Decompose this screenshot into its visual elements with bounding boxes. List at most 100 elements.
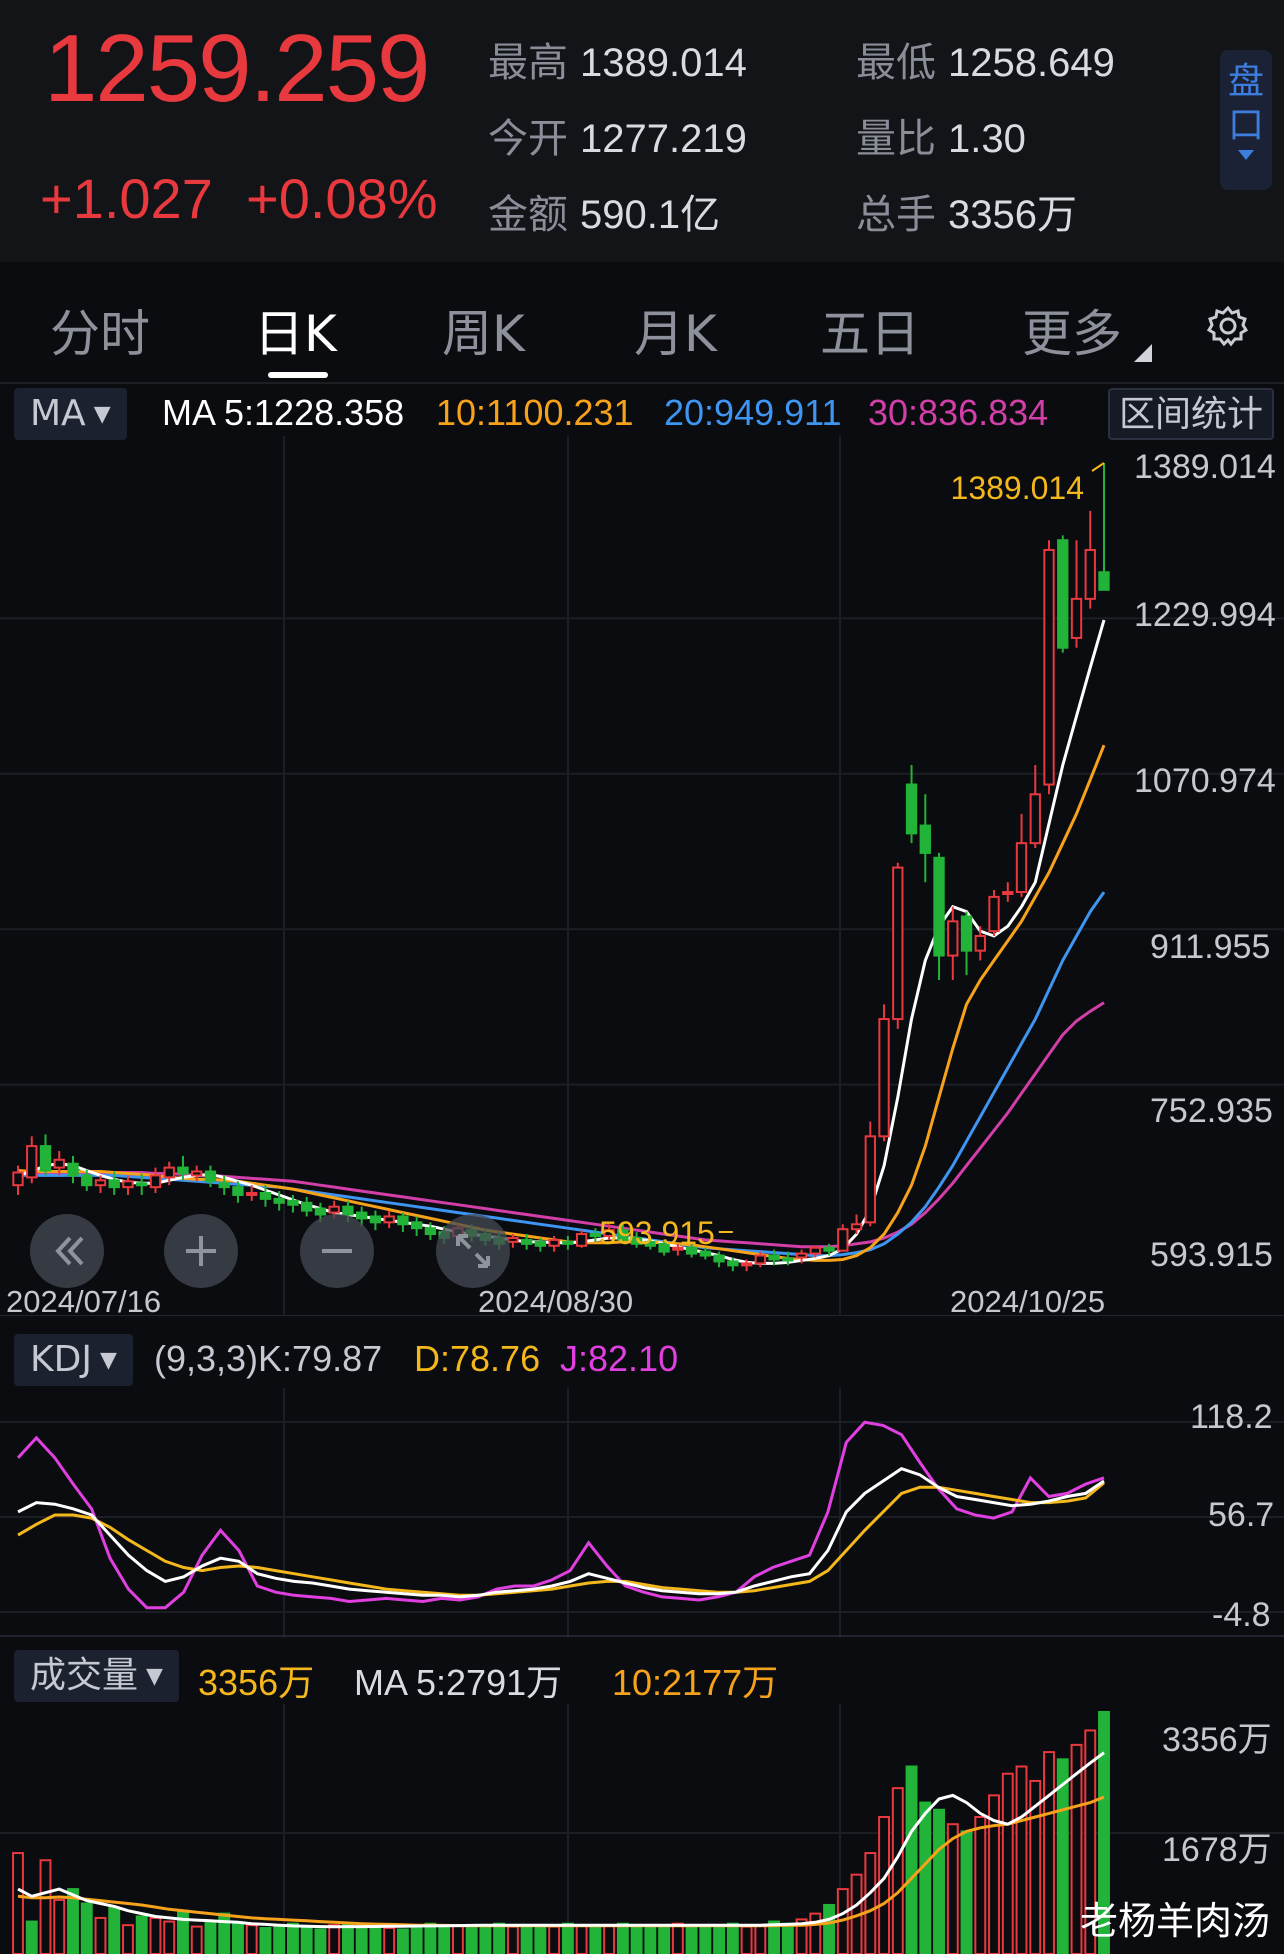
range-stats-button[interactable]: 区间统计 xyxy=(1108,388,1274,440)
candle xyxy=(837,1224,849,1252)
kdj-j-line xyxy=(16,1420,1105,1610)
volume-chart[interactable] xyxy=(0,1704,1284,1954)
kdj-selector[interactable]: KDJ ▼ xyxy=(14,1334,133,1386)
candle xyxy=(1029,764,1041,849)
date-label: 2024/08/30 xyxy=(478,1284,634,1319)
candle xyxy=(1098,463,1110,591)
candle-body xyxy=(754,1254,767,1265)
gear-icon[interactable] xyxy=(1206,304,1250,348)
candle xyxy=(53,1150,65,1176)
zoom-in-button[interactable] xyxy=(164,1214,238,1288)
scroll-left-button[interactable] xyxy=(30,1214,104,1288)
zoom-out-button[interactable] xyxy=(300,1214,374,1288)
volume-ma5-line xyxy=(17,1751,1105,1929)
plus-icon xyxy=(186,1236,216,1266)
dropdown-arrow-icon: ▼ xyxy=(146,1664,163,1689)
candle-body xyxy=(919,824,931,854)
tab-more[interactable]: 更多 xyxy=(1022,305,1122,363)
candle-body xyxy=(1002,891,1014,896)
volume-bar xyxy=(671,1922,684,1954)
volume-ma5: MA 5:2791万 xyxy=(354,1662,563,1703)
candle-body xyxy=(26,1145,38,1179)
ma30-line xyxy=(18,1001,1105,1249)
candle-body xyxy=(67,1162,79,1177)
tab-five-day[interactable]: 五日 xyxy=(820,305,920,363)
candle-body xyxy=(548,1238,560,1247)
volume-bar xyxy=(25,1920,38,1954)
price-tick: 1389.014 xyxy=(1134,448,1276,486)
volume-bar xyxy=(300,1925,313,1954)
candle-body xyxy=(108,1179,120,1189)
low-marker-label: 593.915 xyxy=(599,1215,715,1251)
volume-bar xyxy=(713,1927,726,1954)
volume-bar xyxy=(204,1921,217,1954)
candle-body xyxy=(974,934,986,952)
candle xyxy=(424,1222,437,1240)
candle-body xyxy=(204,1170,217,1183)
volume-bar xyxy=(273,1924,286,1954)
volume-bar xyxy=(1015,1765,1028,1954)
ma30-value: 30:836.834 xyxy=(868,392,1049,433)
tab-daily-k[interactable]: 日K xyxy=(254,305,337,363)
candle-body xyxy=(713,1254,725,1263)
volume-bar xyxy=(809,1912,822,1954)
volume-bar xyxy=(534,1927,547,1954)
candle-body xyxy=(850,1223,863,1231)
volume-bar xyxy=(80,1902,93,1954)
kdj-chart[interactable] xyxy=(0,1388,1284,1638)
price-tick: 752.935 xyxy=(1150,1092,1273,1130)
kdj-d-value: D:78.76 xyxy=(414,1338,541,1379)
candle xyxy=(369,1210,382,1231)
volume-bar xyxy=(12,1852,24,1954)
ma-selector[interactable]: MA ▼ xyxy=(14,388,127,440)
volume-bar xyxy=(699,1924,712,1954)
candle xyxy=(933,852,945,980)
candle xyxy=(39,1134,52,1176)
candle xyxy=(754,1251,767,1268)
kdj-tick: 118.2 xyxy=(1190,1398,1273,1436)
volume-bar xyxy=(905,1765,918,1954)
candle xyxy=(1057,535,1069,653)
volume-bar xyxy=(465,1927,478,1954)
candle xyxy=(974,926,986,961)
candle-body xyxy=(823,1246,835,1252)
candle xyxy=(850,1214,863,1235)
kdj-j-value: J:82.10 xyxy=(560,1338,679,1379)
volume-bar xyxy=(919,1801,932,1954)
candle xyxy=(672,1243,684,1256)
candle xyxy=(740,1259,753,1272)
candle-body xyxy=(988,895,1000,933)
ma5-value: MA 5:1228.358 xyxy=(162,392,405,433)
volume-bar xyxy=(383,1927,396,1954)
candle-body xyxy=(1070,597,1083,639)
candle xyxy=(768,1249,780,1266)
volume-selector[interactable]: 成交量 ▼ xyxy=(14,1650,179,1702)
candle-body xyxy=(232,1186,244,1196)
volume-bar xyxy=(328,1924,341,1954)
volume-bar xyxy=(53,1898,66,1954)
candle-body xyxy=(1043,548,1055,786)
volume-bar xyxy=(94,1916,107,1954)
fullscreen-button[interactable] xyxy=(436,1214,510,1288)
candle xyxy=(520,1234,533,1250)
candle-body xyxy=(1015,842,1028,894)
volume-bar xyxy=(589,1925,602,1954)
volume-bar xyxy=(355,1927,368,1954)
high-marker-line xyxy=(1091,462,1105,472)
expand-icon xyxy=(456,1234,490,1268)
volume-bar xyxy=(369,1925,382,1954)
candlestick-chart[interactable]: 1389.014 593.915 xyxy=(0,436,1284,1316)
tab-intraday[interactable]: 分时 xyxy=(50,305,150,363)
tab-weekly-k[interactable]: 周K xyxy=(442,305,525,363)
volume-bar xyxy=(218,1912,231,1954)
candle-body xyxy=(383,1215,395,1224)
tab-monthly-k[interactable]: 月K xyxy=(634,305,717,363)
candle xyxy=(273,1191,285,1211)
candle-body xyxy=(589,1233,602,1238)
volume-tick: 3356万 xyxy=(1162,1721,1272,1759)
volume-bar xyxy=(768,1920,781,1954)
volume-bar xyxy=(286,1922,299,1954)
volume-bar xyxy=(685,1925,698,1954)
minus-icon xyxy=(322,1249,352,1253)
pankou-button[interactable]: 盘口 xyxy=(1220,50,1272,190)
